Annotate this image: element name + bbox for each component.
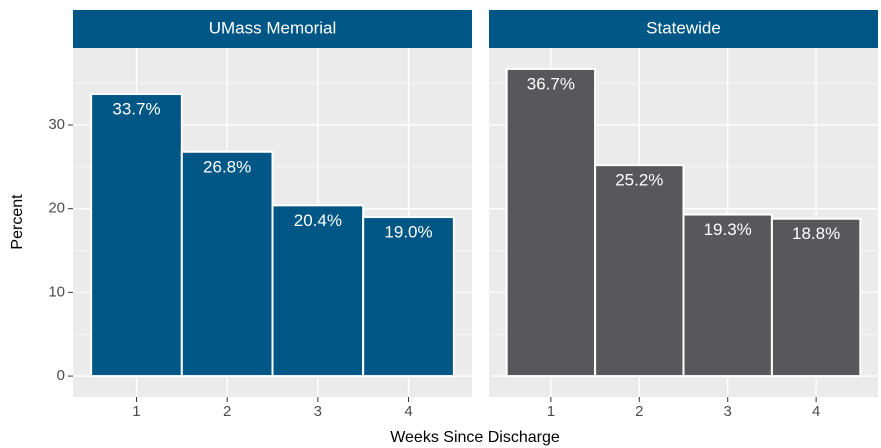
x-tick-label: 4	[812, 403, 820, 420]
y-tick-label: 10	[48, 283, 65, 300]
bar	[594, 164, 685, 378]
bar	[770, 217, 862, 378]
strip-title: Statewide	[646, 18, 721, 37]
strip	[489, 10, 878, 48]
x-tick-label: 1	[132, 403, 140, 420]
y-tick-label: 0	[57, 367, 65, 384]
value-label: 19.0%	[384, 223, 432, 242]
strip-title: UMass Memorial	[209, 18, 337, 37]
y-tick-label: 30	[48, 116, 65, 133]
x-tick-label: 4	[404, 403, 412, 420]
y-tick-label: 20	[48, 200, 65, 217]
strip	[73, 10, 472, 48]
value-label: 19.3%	[704, 220, 752, 239]
bar	[180, 150, 274, 378]
value-label: 26.8%	[203, 157, 251, 176]
x-tick-label: 3	[314, 403, 322, 420]
x-tick-label: 2	[223, 403, 231, 420]
bar	[271, 204, 365, 378]
bar	[362, 216, 455, 378]
value-label: 20.4%	[294, 211, 342, 230]
value-label: 18.8%	[792, 224, 840, 243]
x-axis-title: Weeks Since Discharge	[390, 429, 560, 446]
bar	[682, 213, 773, 378]
x-tick-label: 3	[724, 403, 732, 420]
bar	[90, 93, 183, 378]
x-tick-label: 1	[547, 403, 555, 420]
x-tick-label: 2	[635, 403, 643, 420]
value-label: 36.7%	[527, 74, 575, 93]
value-label: 25.2%	[615, 171, 663, 190]
value-label: 33.7%	[112, 100, 160, 119]
bar	[505, 67, 597, 378]
y-axis-title: Percent	[9, 194, 26, 250]
